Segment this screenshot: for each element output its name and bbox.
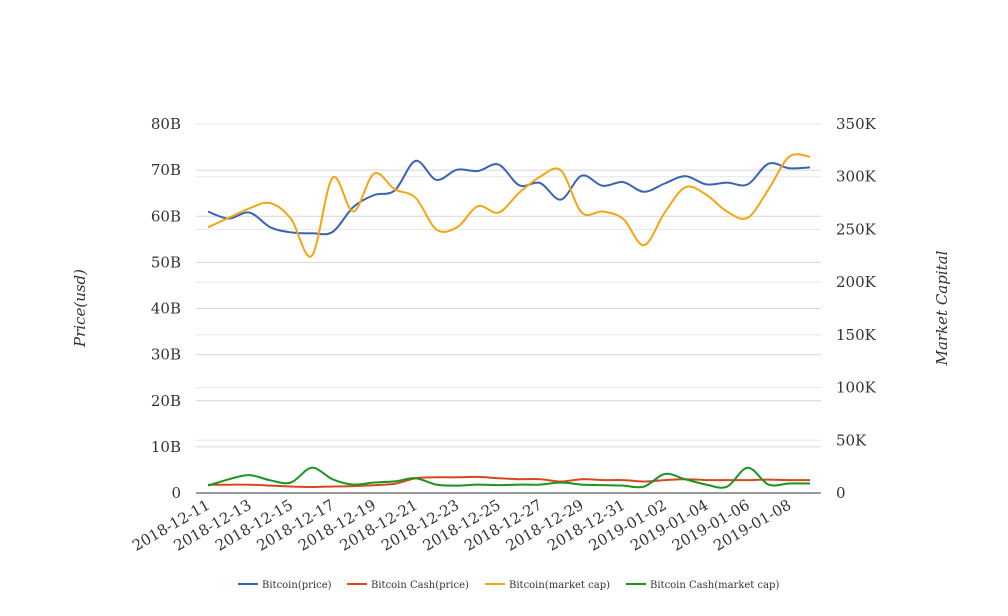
y2-tick-label: 250K: [836, 220, 877, 238]
y-tick-label: 20B: [151, 392, 181, 410]
right-axis-ticks: 0 50K 100K 150K 200K 250K 300K 350K: [836, 115, 877, 502]
y-tick-label: 70B: [151, 161, 181, 179]
series-line-bitcoin-cash-market-cap: [207, 466, 811, 489]
legend-label-bitcoin-cash-market-cap: Bitcoin Cash(market cap): [650, 580, 779, 591]
y-tick-label: 60B: [151, 207, 181, 225]
y-tick-label: 80B: [151, 115, 181, 133]
y2-tick-label: 50K: [836, 431, 867, 449]
series-line-bitcoin-cash-price: [208, 475, 811, 489]
legend-label-bitcoin-cash-price: Bitcoin Cash(price): [371, 580, 469, 591]
y2-tick-label: 200K: [836, 273, 877, 291]
y-tick-label: 40B: [151, 300, 181, 318]
legend-label-bitcoin-price: Bitcoin(price): [262, 580, 332, 591]
series-line-bitcoin-price: [207, 159, 811, 236]
y2-tick-label: 0: [836, 484, 846, 502]
series-lines: [207, 153, 811, 489]
y2-axis-title: Market Capital: [933, 250, 951, 366]
y2-tick-label: 350K: [836, 115, 877, 133]
x-axis-ticks: 2018-12-112018-12-132018-12-152018-12-17…: [129, 496, 794, 555]
y-tick-label: 50B: [151, 253, 181, 271]
y-axis-title: Price(usd): [71, 269, 89, 348]
legend-label-bitcoin-market-cap: Bitcoin(market cap): [509, 580, 610, 591]
y-tick-label: 30B: [151, 346, 181, 364]
grid-lines: [196, 123, 821, 448]
left-axis-ticks: 0 10B 20B 30B 40B 50B 60B 70B 80B: [151, 115, 181, 502]
y2-tick-label: 100K: [836, 379, 877, 397]
y-tick-label: 0: [171, 484, 181, 502]
legend: Bitcoin(price) Bitcoin Cash(price) Bitcoin…: [238, 580, 779, 591]
y2-tick-label: 150K: [836, 326, 877, 344]
series-line-bitcoin-market-cap: [207, 153, 811, 258]
y2-tick-label: 300K: [836, 168, 877, 186]
y-tick-label: 10B: [151, 438, 181, 456]
